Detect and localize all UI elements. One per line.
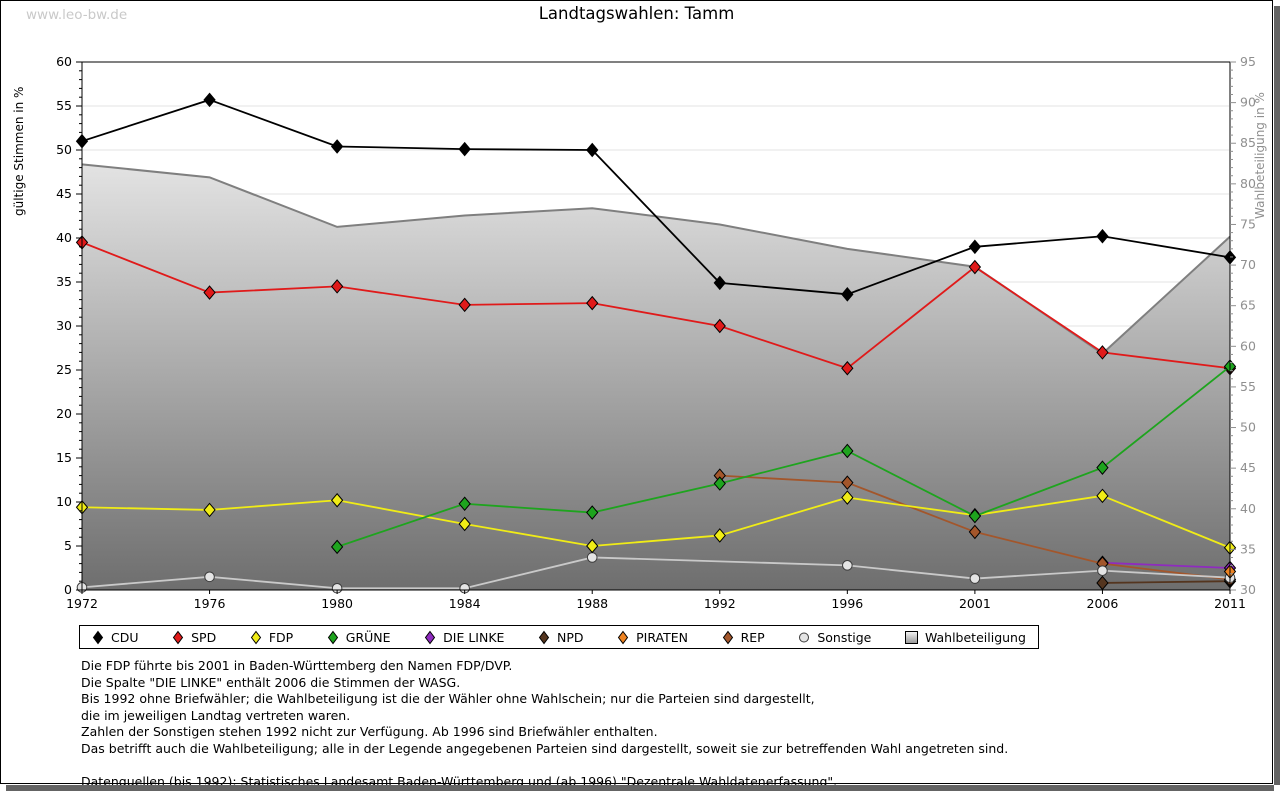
svg-text:1988: 1988: [576, 596, 608, 611]
legend-item-piraten: PIRATEN: [617, 630, 688, 645]
svg-text:60: 60: [1240, 338, 1256, 353]
svg-text:1976: 1976: [194, 596, 226, 611]
legend-label: Wahlbeteiligung: [924, 629, 1026, 645]
svg-text:25: 25: [56, 362, 72, 377]
chart-legend: CDU SPD FDP GRÜNE DIE LINKE NPD PIRATEN REP Sons…: [79, 625, 1039, 649]
legend-diamond-icon: [250, 630, 261, 644]
svg-text:2011: 2011: [1214, 596, 1246, 611]
svg-text:60: 60: [56, 54, 72, 69]
legend-diamond-icon: [92, 630, 104, 644]
series-cdu: [75, 92, 1237, 302]
page-shadow-bottom: [6, 785, 1274, 791]
legend-label: GRÜNE: [345, 629, 391, 645]
page-shadow-right: [1274, 6, 1280, 785]
svg-text:1972: 1972: [66, 596, 98, 611]
footnote-line: [81, 757, 1008, 774]
legend-item-gr-ne: GRÜNE: [327, 630, 391, 645]
y-left-axis-title: gültige Stimmen in %: [12, 87, 26, 216]
svg-text:15: 15: [56, 450, 72, 465]
svg-text:20: 20: [56, 406, 72, 421]
series-fdp: [75, 488, 1237, 556]
svg-text:40: 40: [1240, 501, 1256, 516]
footnote-line: Bis 1992 ohne Briefwähler; die Wahlbetei…: [81, 691, 815, 706]
svg-text:45: 45: [56, 186, 72, 201]
svg-text:10: 10: [56, 494, 72, 509]
legend-item-npd: NPD: [538, 630, 584, 645]
legend-circle-icon: [799, 632, 810, 642]
footnote-line: die im jeweiligen Landtag vertreten ware…: [81, 707, 351, 723]
legend-square-icon: [904, 630, 918, 644]
svg-text:85: 85: [1240, 135, 1256, 150]
svg-text:1996: 1996: [831, 596, 863, 611]
legend-item-sonstige: Sonstige: [798, 630, 871, 645]
svg-text:1980: 1980: [321, 596, 353, 611]
legend-item-wahlbeteiligung: Wahlbeteiligung: [904, 629, 1026, 645]
svg-text:2001: 2001: [959, 596, 991, 611]
svg-text:50: 50: [56, 142, 72, 157]
legend-label: Sonstige: [817, 629, 872, 645]
y-right-axis-title: Wahlbeteiligung in %: [1253, 92, 1267, 219]
page-title: Landtagswahlen: Tamm: [538, 4, 735, 23]
legend-label: FDP: [268, 629, 294, 645]
legend-diamond-icon: [327, 630, 338, 644]
svg-text:40: 40: [56, 230, 72, 245]
svg-text:1992: 1992: [704, 596, 736, 611]
svg-text:55: 55: [1240, 379, 1256, 394]
footnote-line: Das betrifft auch die Wahlbeteiligung; a…: [81, 740, 1009, 756]
svg-text:0: 0: [64, 582, 72, 597]
election-line-chart: 0 5 10 15 20 25 30 35 40 45 50 55 60 30 35 40 45 50 55 60 65…: [12, 54, 1267, 611]
legend-item-cdu: CDU: [92, 630, 139, 645]
svg-text:5: 5: [64, 538, 72, 553]
series-sonstige: [76, 552, 1236, 594]
series-area-wahlbeteiligung: [82, 164, 1230, 590]
legend-item-die-linke: DIE LINKE: [424, 630, 504, 645]
svg-text:30: 30: [56, 318, 72, 333]
legend-diamond-icon: [618, 630, 629, 644]
svg-text:75: 75: [1240, 216, 1256, 231]
legend-diamond-icon: [722, 630, 733, 644]
legend-label: REP: [740, 629, 765, 645]
svg-text:50: 50: [1240, 420, 1256, 435]
svg-text:65: 65: [1240, 298, 1256, 313]
svg-text:90: 90: [1240, 95, 1256, 110]
legend-diamond-icon: [172, 630, 184, 644]
legend-item-rep: REP: [722, 630, 765, 645]
legend-diamond-icon: [538, 630, 550, 644]
footnote-line: Die Spalte "DIE LINKE" enthält 2006 die …: [81, 674, 461, 690]
watermark: www.leo-bw.de: [26, 7, 128, 23]
svg-text:45: 45: [1240, 460, 1256, 475]
svg-text:35: 35: [56, 274, 72, 289]
footnote-line: Die FDP führte bis 2001 in Baden-Württem…: [81, 658, 513, 673]
svg-text:55: 55: [56, 98, 72, 113]
legend-label: PIRATEN: [636, 629, 688, 645]
svg-text:1984: 1984: [449, 596, 481, 611]
legend-label: DIE LINKE: [443, 629, 505, 645]
svg-text:95: 95: [1240, 54, 1256, 69]
legend-label: CDU: [111, 629, 139, 645]
svg-text:80: 80: [1240, 176, 1256, 191]
legend-diamond-icon: [425, 630, 436, 644]
svg-text:70: 70: [1240, 257, 1256, 272]
svg-text:35: 35: [1240, 541, 1256, 556]
svg-text:2006: 2006: [1087, 596, 1119, 611]
legend-item-spd: SPD: [172, 630, 216, 645]
legend-item-fdp: FDP: [250, 630, 293, 645]
legend-label: NPD: [557, 629, 584, 645]
footnote-line: Datenquellen (bis 1992): Statistisches L…: [81, 773, 838, 789]
footnotes: Die FDP führte bis 2001 in Baden-Württem…: [81, 658, 1008, 790]
footnote-line: Zahlen der Sonstigen stehen 1992 nicht z…: [81, 724, 658, 739]
legend-label: SPD: [191, 629, 217, 645]
svg-text:30: 30: [1240, 582, 1256, 597]
